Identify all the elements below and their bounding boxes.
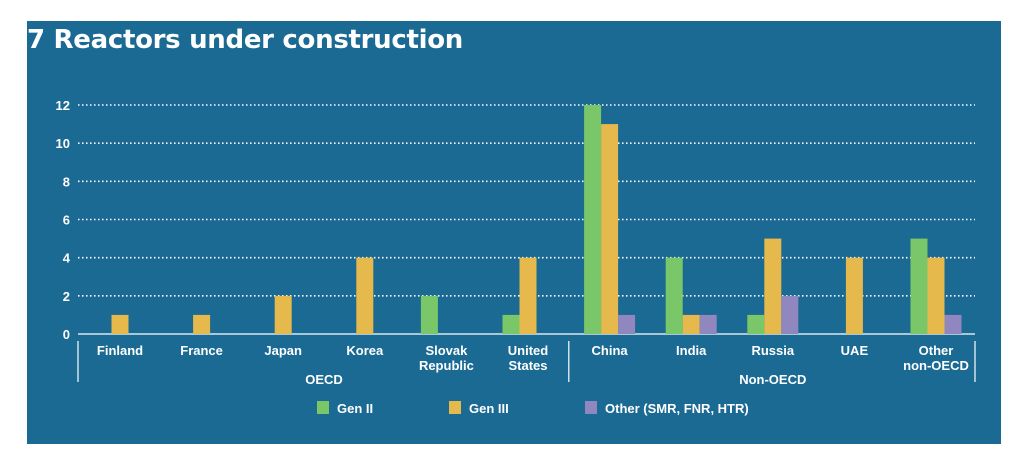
x-category-label: India bbox=[676, 343, 707, 358]
group-label: OECD bbox=[305, 372, 343, 387]
legend-swatch bbox=[317, 401, 329, 414]
group-label: Non-OECD bbox=[739, 372, 806, 387]
bars bbox=[111, 105, 962, 334]
legend-label: Gen II bbox=[337, 401, 373, 416]
bar-gen-ii bbox=[910, 238, 928, 334]
legend-swatch bbox=[449, 401, 461, 414]
chart-title: 7 Reactors under construction bbox=[27, 25, 463, 55]
legend-label: Gen III bbox=[469, 401, 509, 416]
x-category-label: United States bbox=[508, 343, 549, 373]
x-category-label: Other non-OECD bbox=[903, 343, 969, 373]
y-tick-label: 8 bbox=[63, 174, 70, 189]
bar-gen-ii bbox=[420, 295, 438, 334]
bar-gen-iii bbox=[193, 314, 211, 334]
legend: Gen II Gen III Other (SMR, FNR, HTR) bbox=[317, 401, 749, 416]
y-tick-label: 0 bbox=[63, 327, 70, 342]
legend-label: Other (SMR, FNR, HTR) bbox=[605, 401, 749, 416]
gridlines bbox=[77, 104, 976, 382]
bar-gen-iii bbox=[845, 257, 863, 334]
bar-gen-iii bbox=[601, 124, 619, 334]
bar-gen-ii bbox=[584, 105, 602, 334]
x-category-label: Korea bbox=[346, 343, 384, 358]
bar-other-smr-fnr-htr bbox=[618, 314, 636, 334]
bar-gen-iii bbox=[111, 314, 129, 334]
bar-other-smr-fnr-htr bbox=[699, 314, 717, 334]
bar-gen-iii bbox=[356, 257, 374, 334]
y-tick-label: 4 bbox=[63, 251, 71, 266]
x-category-label: Slovak Republic bbox=[419, 343, 474, 373]
y-tick-label: 10 bbox=[56, 136, 70, 151]
x-category-label: China bbox=[592, 343, 629, 358]
x-category-label: Russia bbox=[751, 343, 794, 358]
y-tick-label: 6 bbox=[63, 213, 70, 228]
x-category-label: UAE bbox=[841, 343, 869, 358]
bar-gen-iii bbox=[519, 257, 537, 334]
legend-swatch bbox=[585, 401, 597, 414]
y-tick-label: 2 bbox=[63, 289, 70, 304]
bar-gen-ii bbox=[747, 314, 765, 334]
y-tick-label: 12 bbox=[56, 98, 70, 113]
chart-panel bbox=[27, 21, 1001, 444]
bar-other-smr-fnr-htr bbox=[944, 314, 962, 334]
bar-gen-ii bbox=[502, 314, 520, 334]
x-category-label: Finland bbox=[97, 343, 143, 358]
bar-gen-iii bbox=[927, 257, 945, 334]
x-category-label: Japan bbox=[264, 343, 302, 358]
bar-gen-iii bbox=[682, 314, 700, 334]
x-category-label: France bbox=[180, 343, 223, 358]
axis-labels: 0 2 4 6 8 10 12 Finland France Japan Korea Slovak Re… bbox=[56, 98, 969, 387]
bar-gen-iii bbox=[274, 295, 292, 334]
bar-gen-iii bbox=[764, 238, 782, 334]
bar-gen-ii bbox=[665, 257, 683, 334]
bar-other-smr-fnr-htr bbox=[781, 295, 799, 334]
